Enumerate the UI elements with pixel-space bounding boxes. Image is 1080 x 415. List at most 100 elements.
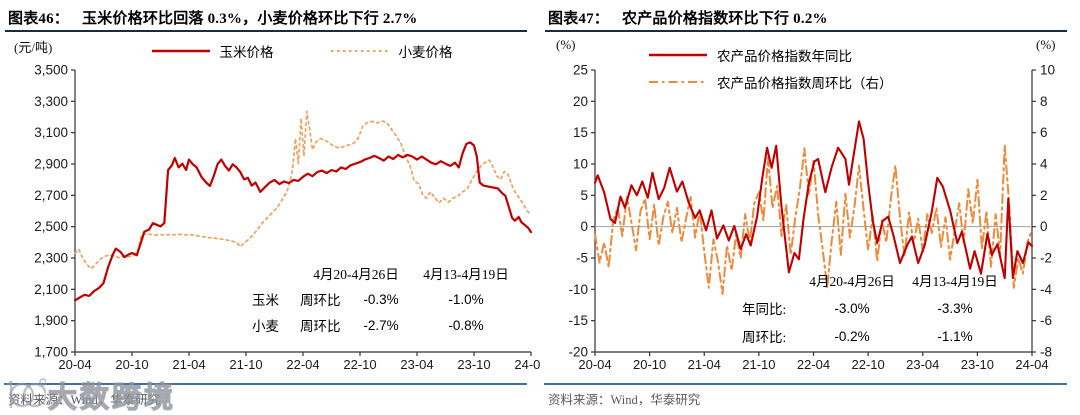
figure-47-source: 资料来源：Wind，华泰研究 [548,393,701,407]
annotation-cell: -1.1% [937,328,973,344]
figure-46-title: 图表46： 玉米价格环比回落 0.3%，小麦价格环比下行 2.7% [8,7,530,28]
legend-item-0: 农产品价格指数年同比 [648,45,893,65]
annotation-cell: 周环比 [300,293,341,308]
svg-text:20-04: 20-04 [58,357,91,372]
svg-text:-10: -10 [568,282,588,297]
svg-text:-6: -6 [1040,313,1052,328]
svg-text:5: 5 [580,188,588,203]
svg-text:2,900: 2,900 [34,157,68,172]
svg-text:8: 8 [1040,94,1048,109]
svg-text:23-04: 23-04 [906,357,939,372]
annotation-cell: -1.0% [448,291,484,307]
legend-line-sample [330,49,389,53]
svg-text:22-10: 22-10 [852,357,885,372]
svg-text:20-10: 20-10 [633,357,666,372]
legend-label: 玉米价格 [219,45,274,60]
source-separator [4,383,527,385]
figure-47-label: 图表47： [548,11,610,27]
legend-line-sample [649,53,707,57]
y-axis-unit-right: (%) [1036,37,1056,52]
svg-text:2,300: 2,300 [34,251,68,266]
y-axis-unit-left: (%) [556,37,576,52]
svg-text:-4: -4 [1040,282,1052,297]
annotation-cell: 年同比: [742,302,787,317]
annotation-cell: -0.2% [834,328,870,344]
annotation-cell: -0.3% [363,291,399,307]
corn-wheat-price-chart: 3,500 3,300 3,100 2,900 2,700 2,500 2,300 2,100… [34,63,540,373]
y-axis-unit-left: (元/吨) [14,40,53,55]
annotation-cell: 4月20-4月26日 [809,274,895,289]
svg-text:2: 2 [1040,188,1048,203]
svg-text:25: 25 [573,63,588,78]
svg-text:21-04: 21-04 [688,357,721,372]
svg-text:-2: -2 [1040,251,1052,266]
legend-item-0: 玉米价格 [151,41,274,61]
svg-text:2,500: 2,500 [34,219,68,234]
agri-price-index-chart: 2520151050-5-10-15-201086420-2-4-6-820-0… [568,63,1055,373]
svg-text:23-10: 23-10 [961,357,994,372]
figure-47-title: 图表47： 农产品价格指数环比下行 0.2% [548,7,1070,28]
figure-46-title-text: 玉米价格环比回落 0.3%，小麦价格环比下行 2.7% [82,11,418,27]
svg-text:24-04: 24-04 [514,357,540,372]
svg-text:3,300: 3,300 [34,94,68,109]
svg-text:1,900: 1,900 [34,313,68,328]
source-separator [544,383,1067,385]
annotation-cell: -0.8% [448,317,484,333]
series-orange [74,110,532,270]
svg-text:24-04: 24-04 [1015,357,1048,372]
svg-text:22-10: 22-10 [343,357,376,372]
figure-47: 图表47： 农产品价格指数环比下行 0.2% (%) (%) 农产品价格指数年同比… [540,0,1080,415]
annotation-cell: 周环比 [300,319,341,334]
annotation-cell: 周环比: [742,330,787,345]
annotation-cell: 小麦 [252,319,279,334]
svg-text:20-10: 20-10 [115,357,148,372]
figure-46-annotation-table: 4月20-4月26日 4月13-4月19日 玉米 周环比 -0.3% -1.0% 小麦 周环比… [252,234,520,338]
svg-text:21-10: 21-10 [229,357,262,372]
figure-47-legend: 农产品价格指数年同比农产品价格指数周环比（右） [648,45,893,92]
svg-text:-5: -5 [576,251,588,266]
svg-text:-15: -15 [568,313,588,328]
svg-text:21-10: 21-10 [742,357,775,372]
legend-label: 农产品价格指数年同比 [717,49,852,64]
svg-text:1,700: 1,700 [34,345,68,360]
title-underline [545,30,1067,32]
figure-46: 图表46： 玉米价格环比回落 0.3%，小麦价格环比下行 2.7% (元/吨) 玉… [4,7,540,407]
svg-text:15: 15 [573,125,588,140]
svg-text:20: 20 [573,94,588,109]
svg-text:-8: -8 [1040,345,1052,360]
svg-text:6: 6 [1040,125,1048,140]
svg-text:2,700: 2,700 [34,188,68,203]
svg-text:23-04: 23-04 [400,357,433,372]
svg-text:22-04: 22-04 [797,357,830,372]
svg-text:10: 10 [573,157,588,172]
series-orange [594,144,1033,295]
svg-text:2,100: 2,100 [34,282,68,297]
legend-label: 小麦价格 [398,45,453,60]
legend-item-1: 农产品价格指数周环比（右） [648,72,893,92]
svg-text:23-10: 23-10 [457,357,490,372]
legend-line-sample [649,80,707,84]
svg-text:21-04: 21-04 [172,357,205,372]
figure-46-source: 资料来源：Wind，华泰研究 [8,393,161,407]
title-underline [5,30,527,32]
svg-text:0: 0 [1040,219,1048,234]
annotation-cell: 玉米 [252,293,279,308]
svg-text:22-04: 22-04 [286,357,319,372]
svg-text:20-04: 20-04 [578,357,611,372]
annotation-cell: -3.0% [834,300,870,316]
svg-text:10: 10 [1040,63,1055,78]
svg-text:4: 4 [1040,157,1048,172]
figure-47-title-text: 农产品价格指数环比下行 0.2% [622,11,828,27]
figure-47-annotation-table: 4月20-4月26日 4月13-4月19日 年同比: -3.0% -3.3% 周环比: -0… [742,266,1010,350]
svg-text:3,500: 3,500 [34,63,68,78]
annotation-cell: -3.3% [937,300,973,316]
svg-text:0: 0 [580,219,588,234]
legend-label: 农产品价格指数周环比（右） [717,76,893,91]
series-red [73,141,533,302]
svg-text:3,100: 3,100 [34,125,68,140]
svg-text:-20: -20 [568,345,588,360]
annotation-cell: 4月20-4月26日 [313,267,399,282]
annotation-cell: -2.7% [363,317,399,333]
series-red [593,120,1034,280]
